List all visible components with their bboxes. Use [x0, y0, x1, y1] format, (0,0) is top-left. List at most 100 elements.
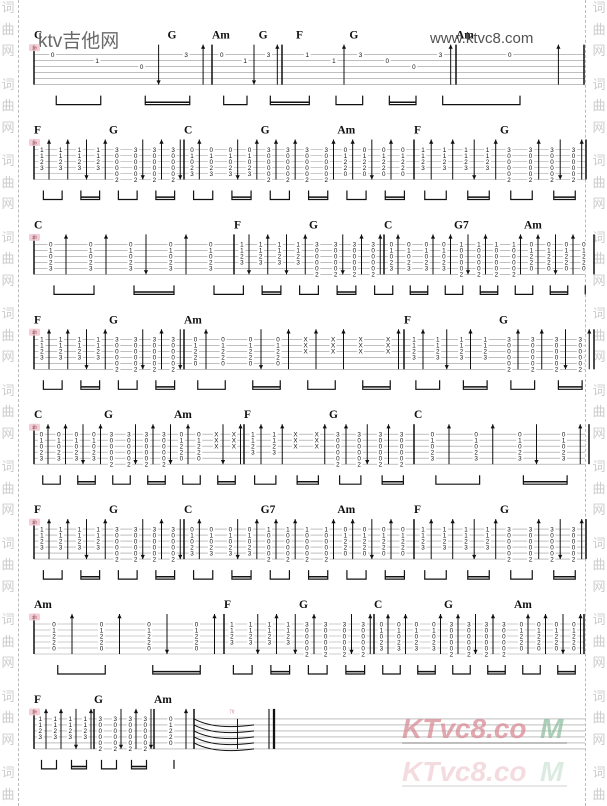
svg-text:2: 2	[324, 556, 328, 563]
svg-text:G: G	[109, 314, 118, 326]
svg-text:2: 2	[353, 272, 357, 279]
svg-text:3: 3	[75, 456, 79, 463]
svg-text:F: F	[34, 125, 41, 137]
svg-text:G: G	[500, 504, 509, 516]
svg-text:F: F	[414, 125, 421, 137]
svg-text:3: 3	[229, 171, 233, 178]
svg-text:0: 0	[344, 171, 348, 178]
svg-text:3: 3	[251, 450, 255, 457]
svg-text:3: 3	[436, 355, 440, 362]
svg-text:0: 0	[412, 64, 416, 71]
svg-text:3: 3	[421, 544, 425, 551]
svg-text:2: 2	[495, 272, 499, 279]
svg-text:2: 2	[572, 177, 576, 184]
svg-text:3: 3	[59, 544, 63, 551]
svg-text:0: 0	[382, 171, 386, 178]
svg-text:2: 2	[286, 177, 290, 184]
svg-text:0: 0	[344, 550, 348, 557]
svg-text:G: G	[109, 504, 118, 516]
svg-text:F: F	[404, 314, 411, 326]
svg-text:2: 2	[502, 651, 506, 658]
svg-text:3: 3	[443, 544, 447, 551]
svg-text:0: 0	[140, 64, 144, 71]
svg-text:2: 2	[115, 367, 119, 374]
svg-text:3: 3	[412, 355, 416, 362]
svg-text:2: 2	[529, 556, 533, 563]
svg-text:3: 3	[486, 165, 490, 172]
svg-text:G: G	[299, 599, 308, 611]
svg-text:0: 0	[169, 740, 173, 747]
svg-text:3: 3	[209, 266, 213, 273]
svg-text:3: 3	[464, 165, 468, 172]
svg-text:C: C	[184, 504, 192, 516]
svg-text:2: 2	[305, 177, 309, 184]
svg-text:F: F	[34, 314, 41, 326]
svg-text:3: 3	[278, 260, 282, 267]
svg-text:3: 3	[209, 171, 213, 178]
svg-text:2: 2	[110, 462, 114, 469]
svg-text:2: 2	[578, 367, 582, 374]
svg-text:2: 2	[450, 651, 454, 658]
svg-text:2: 2	[114, 746, 118, 753]
svg-text:3: 3	[57, 456, 61, 463]
svg-text:3: 3	[421, 165, 425, 172]
svg-text:1: 1	[305, 52, 309, 59]
svg-text:3: 3	[89, 266, 93, 273]
svg-text:3: 3	[78, 355, 82, 362]
svg-text:0: 0	[520, 645, 524, 652]
svg-text:C: C	[384, 219, 392, 231]
svg-text:Am: Am	[212, 30, 230, 42]
svg-text:3: 3	[39, 734, 43, 741]
svg-text:C: C	[184, 125, 192, 137]
svg-text:2: 2	[286, 556, 290, 563]
svg-text:3: 3	[407, 266, 411, 273]
svg-text:C: C	[34, 219, 42, 231]
svg-text:3: 3	[248, 171, 252, 178]
svg-text:G7: G7	[261, 504, 276, 516]
svg-text:F: F	[234, 219, 241, 231]
svg-text:2: 2	[507, 367, 511, 374]
svg-text:C: C	[374, 599, 382, 611]
svg-text:2: 2	[371, 272, 375, 279]
svg-text:3: 3	[397, 645, 401, 652]
svg-text:3: 3	[442, 266, 446, 273]
svg-text:Am: Am	[174, 409, 192, 421]
svg-text:Am: Am	[184, 314, 202, 326]
svg-text:3: 3	[259, 260, 263, 267]
svg-text:2: 2	[477, 272, 481, 279]
svg-text:G: G	[500, 125, 509, 137]
svg-text:2: 2	[379, 462, 383, 469]
svg-text:0: 0	[100, 645, 104, 652]
svg-text:Am: Am	[154, 694, 172, 706]
svg-text:3: 3	[443, 165, 447, 172]
svg-text:G: G	[444, 599, 453, 611]
svg-text:2: 2	[555, 367, 559, 374]
svg-text:3: 3	[59, 355, 63, 362]
svg-text:G: G	[104, 409, 113, 421]
svg-text:0: 0	[530, 266, 534, 273]
svg-text:G7: G7	[454, 219, 469, 231]
svg-text:2: 2	[99, 746, 103, 753]
svg-text:0: 0	[363, 550, 367, 557]
svg-text:3: 3	[184, 52, 188, 59]
svg-text:3: 3	[464, 544, 468, 551]
svg-text:C: C	[34, 409, 42, 421]
svg-text:KTvc8.co: KTvc8.co	[402, 756, 527, 787]
svg-text:2: 2	[305, 556, 309, 563]
svg-text:2: 2	[153, 556, 157, 563]
svg-text:3: 3	[54, 734, 58, 741]
svg-text:3: 3	[474, 456, 478, 463]
svg-text:0: 0	[547, 266, 551, 273]
svg-text:G: G	[349, 30, 358, 42]
svg-text:3: 3	[96, 544, 100, 551]
svg-text:0: 0	[220, 52, 224, 59]
svg-text:0: 0	[565, 266, 569, 273]
svg-text:F: F	[414, 504, 421, 516]
svg-text:2: 2	[267, 556, 271, 563]
svg-text:G: G	[329, 409, 338, 421]
svg-text:0: 0	[197, 456, 201, 463]
svg-text:G: G	[261, 125, 270, 137]
svg-text:0: 0	[508, 52, 512, 59]
svg-text:3: 3	[240, 260, 244, 267]
svg-text:2: 2	[171, 556, 175, 563]
